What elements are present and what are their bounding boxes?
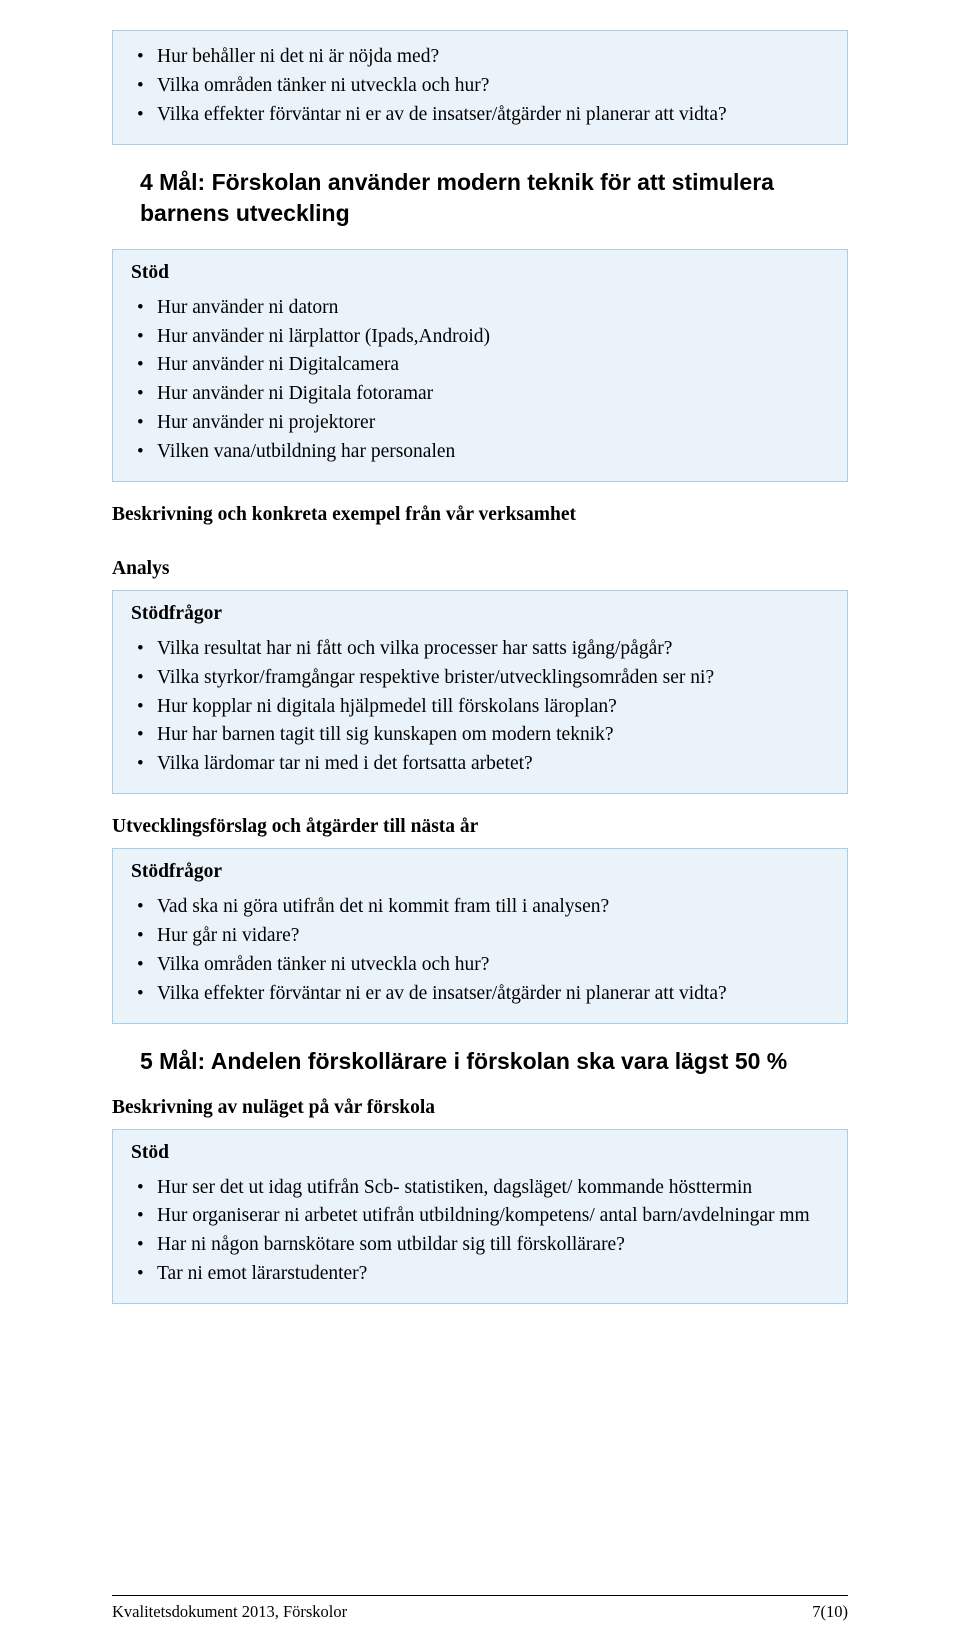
list-item: Vilka effekter förväntar ni er av de ins… — [157, 101, 829, 130]
list-item: Hur har barnen tagit till sig kunskapen … — [157, 721, 829, 750]
box-label: Stödfrågor — [131, 603, 829, 625]
heading-utveckling: Utvecklingsförslag och åtgärder till näs… — [112, 816, 848, 838]
bullet-list: Vad ska ni göra utifrån det ni kommit fr… — [131, 893, 829, 1008]
list-item: Vilken vana/utbildning har personalen — [157, 438, 829, 467]
list-item: Vilka områden tänker ni utveckla och hur… — [157, 951, 829, 980]
page-footer: Kvalitetsdokument 2013, Förskolor 7(10) — [112, 1595, 848, 1622]
bullet-list: Hur ser det ut idag utifrån Scb- statist… — [131, 1174, 829, 1289]
list-item: Hur använder ni Digitalcamera — [157, 351, 829, 380]
list-item: Hur använder ni datorn — [157, 294, 829, 323]
footer-divider — [112, 1595, 848, 1596]
list-item: Vad ska ni göra utifrån det ni kommit fr… — [157, 893, 829, 922]
heading-beskrivning-nulage: Beskrivning av nuläget på vår förskola — [112, 1097, 848, 1119]
list-item: Vilka områden tänker ni utveckla och hur… — [157, 72, 829, 101]
bullet-list: Hur använder ni datorn Hur använder ni l… — [131, 294, 829, 467]
bullet-list: Vilka resultat har ni fått och vilka pro… — [131, 635, 829, 779]
goal-5-heading: 5 Mål: Andelen förskollärare i förskolan… — [140, 1046, 848, 1077]
info-box-stodfragor-1: Stödfrågor Vilka resultat har ni fått oc… — [112, 590, 848, 794]
list-item: Hur går ni vidare? — [157, 922, 829, 951]
list-item: Hur använder ni Digitala fotoramar — [157, 380, 829, 409]
list-item: Vilka lärdomar tar ni med i det fortsatt… — [157, 750, 829, 779]
bullet-list: Hur behåller ni det ni är nöjda med? Vil… — [131, 43, 829, 130]
list-item: Hur kopplar ni digitala hjälpmedel till … — [157, 693, 829, 722]
list-item: Hur använder ni projektorer — [157, 409, 829, 438]
info-box-stodfragor-2: Stödfrågor Vad ska ni göra utifrån det n… — [112, 848, 848, 1023]
heading-description: Beskrivning och konkreta exempel från vå… — [112, 504, 848, 526]
list-item: Vilka effekter förväntar ni er av de ins… — [157, 980, 829, 1009]
list-item: Vilka styrkor/framgångar respektive bris… — [157, 664, 829, 693]
page: Hur behåller ni det ni är nöjda med? Vil… — [0, 0, 960, 1650]
goal-4-heading: 4 Mål: Förskolan använder modern teknik … — [140, 167, 848, 229]
list-item: Hur ser det ut idag utifrån Scb- statist… — [157, 1174, 829, 1203]
list-item: Hur använder ni lärplattor (Ipads,Androi… — [157, 323, 829, 352]
heading-analys: Analys — [112, 558, 848, 580]
info-box-stod-1: Stöd Hur använder ni datorn Hur använder… — [112, 249, 848, 482]
footer-page-number: 7(10) — [812, 1602, 848, 1622]
list-item: Hur behåller ni det ni är nöjda med? — [157, 43, 829, 72]
info-box-1: Hur behåller ni det ni är nöjda med? Vil… — [112, 30, 848, 145]
list-item: Har ni någon barnskötare som utbildar si… — [157, 1231, 829, 1260]
box-label: Stöd — [131, 262, 829, 284]
footer-left-text: Kvalitetsdokument 2013, Förskolor — [112, 1602, 347, 1622]
box-label: Stödfrågor — [131, 861, 829, 883]
list-item: Vilka resultat har ni fått och vilka pro… — [157, 635, 829, 664]
box-label: Stöd — [131, 1142, 829, 1164]
list-item: Tar ni emot lärarstudenter? — [157, 1260, 829, 1289]
info-box-stod-2: Stöd Hur ser det ut idag utifrån Scb- st… — [112, 1129, 848, 1304]
list-item: Hur organiserar ni arbetet utifrån utbil… — [157, 1202, 829, 1231]
